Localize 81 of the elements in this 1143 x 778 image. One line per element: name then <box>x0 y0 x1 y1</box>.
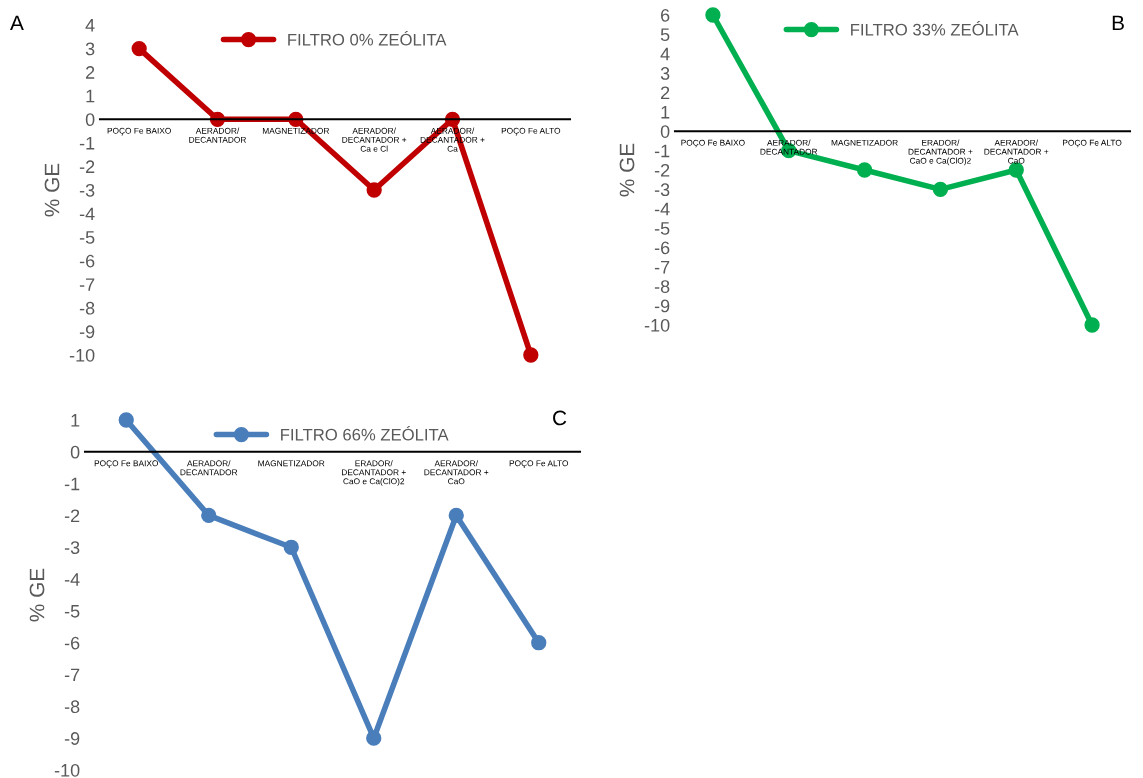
y-tick-label: 4 <box>85 19 95 32</box>
y-tick-label: -2 <box>64 509 80 522</box>
y-tick-label: -5 <box>654 222 670 235</box>
y-tick-label: -2 <box>79 160 95 173</box>
x-tick-label: POÇO Fe BAIXO <box>94 460 159 468</box>
y-tick-label: 6 <box>661 8 670 22</box>
y-tick-label: -1 <box>64 477 80 491</box>
y-tick-label: -1 <box>79 136 95 150</box>
y-tick-label: -6 <box>79 254 95 268</box>
x-tick-label: POÇO Fe BAIXO <box>107 127 171 136</box>
y-tick-label: -4 <box>64 573 80 586</box>
point <box>131 40 147 57</box>
legend-label: FILTRO 66% ZEÓLITA <box>281 425 449 441</box>
y-tick-label: 4 <box>660 47 670 61</box>
y-tick-label: -7 <box>654 261 670 274</box>
y-axis-title: % GE <box>44 163 60 217</box>
annotation: B <box>1112 15 1124 31</box>
point <box>531 635 547 651</box>
y-tick-label: -7 <box>79 278 95 291</box>
point <box>366 182 382 198</box>
y-tick-label: -5 <box>64 605 80 618</box>
point <box>118 412 134 428</box>
y-tick-label: -2 <box>654 163 670 177</box>
text: A <box>10 15 24 31</box>
x-tick-label: AERADOR/ DECANTADOR + CaO <box>984 139 1049 164</box>
y-tick-label: -3 <box>79 183 95 197</box>
point <box>283 539 299 555</box>
annotation: C <box>553 410 567 426</box>
x-tick-label: POÇO Fe ALTO <box>1063 139 1122 148</box>
y-axis-title: % GE <box>29 568 45 622</box>
x-tick-label: MAGNETIZADOR <box>831 139 898 146</box>
y-tick-label: -4 <box>654 202 670 216</box>
y-tick-label: 1 <box>71 414 80 427</box>
y-tick-label: -10 <box>54 763 80 777</box>
x-tick-label: AERADOR/ DECANTADOR <box>180 460 238 476</box>
y-tick-label: 2 <box>86 66 95 79</box>
y-tick-label: -6 <box>64 636 80 650</box>
y-tick-label: -3 <box>64 541 80 554</box>
point <box>366 730 382 746</box>
y-tick-label: -7 <box>64 668 80 682</box>
x-tick-label: POÇO Fe ALTO <box>501 127 561 136</box>
y-tick-label: -3 <box>654 183 670 197</box>
x-tick-label: MAGNETIZADOR <box>258 460 325 467</box>
y-tick-label: -6 <box>654 241 670 255</box>
y-tick-label: 3 <box>85 42 95 56</box>
x-tick-label: AERADOR/ DECANTADOR <box>189 127 246 143</box>
point <box>932 181 949 198</box>
y-tick-label: -8 <box>64 700 80 714</box>
y-tick-label: -10 <box>69 348 95 362</box>
point <box>1084 317 1100 333</box>
y-tick-label: 0 <box>70 445 80 459</box>
point <box>201 507 217 524</box>
y-tick-label: -9 <box>654 299 670 313</box>
point <box>856 162 873 178</box>
y-tick-label: 1 <box>661 106 670 119</box>
y-tick-label: 0 <box>85 113 95 127</box>
point <box>523 347 539 363</box>
x-tick-label: AERADOR/ DECANTADOR + CaO <box>424 460 489 485</box>
x-tick-label: ERADOR/ DECANTADOR + CaO e Ca(ClO)2 <box>341 460 406 486</box>
y-tick-label: -8 <box>654 280 670 293</box>
y-tick-label: -5 <box>79 231 95 244</box>
x-tick-label: POÇO Fe ALTO <box>509 460 569 468</box>
y-tick-label: 3 <box>660 67 670 80</box>
y-tick-label: 5 <box>660 28 670 42</box>
y-axis-title: % GE <box>619 143 635 197</box>
y-tick-label: -1 <box>654 144 670 158</box>
y-tick-label: -9 <box>64 732 80 745</box>
point <box>448 507 464 524</box>
x-tick-label: AERADOR/ DECANTADOR + Ca e Cl <box>342 127 407 152</box>
point <box>705 7 721 23</box>
y-tick-label: -9 <box>79 325 95 339</box>
y-tick-label: -8 <box>79 301 95 315</box>
legend-label: FILTRO 33% ZEÓLITA <box>851 20 1019 36</box>
y-tick-label: 1 <box>86 89 95 103</box>
y-tick-label: -10 <box>644 318 670 332</box>
x-tick-label: ERADOR/ DECANTADOR + CaO e Ca(ClO)2 <box>908 139 973 166</box>
x-tick-label: POÇO Fe BAIXO <box>681 139 745 148</box>
legend-label: FILTRO 0% ZEÓLITA <box>288 30 447 46</box>
y-tick-label: 0 <box>660 125 670 138</box>
y-tick-label: 2 <box>661 86 670 100</box>
y-tick-label: -4 <box>79 207 95 221</box>
